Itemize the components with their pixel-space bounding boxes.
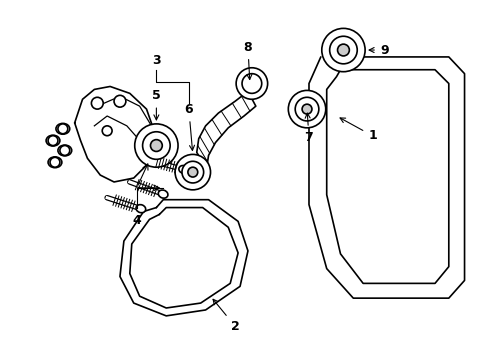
Text: 1: 1 xyxy=(339,118,376,142)
Circle shape xyxy=(329,36,357,64)
Circle shape xyxy=(302,104,311,114)
Circle shape xyxy=(182,161,203,183)
Circle shape xyxy=(58,124,68,134)
Ellipse shape xyxy=(58,145,72,156)
Ellipse shape xyxy=(46,135,60,146)
Text: 2: 2 xyxy=(213,299,239,333)
Circle shape xyxy=(91,97,103,109)
Text: 8: 8 xyxy=(243,41,252,80)
Text: 6: 6 xyxy=(184,103,194,150)
Ellipse shape xyxy=(136,204,145,213)
Ellipse shape xyxy=(179,166,188,174)
Circle shape xyxy=(187,167,197,177)
Circle shape xyxy=(337,44,348,56)
Text: 5: 5 xyxy=(152,89,161,120)
Circle shape xyxy=(135,124,178,167)
Text: 3: 3 xyxy=(152,54,161,67)
Circle shape xyxy=(288,90,325,128)
Ellipse shape xyxy=(48,157,62,168)
Text: 4: 4 xyxy=(132,215,141,228)
Circle shape xyxy=(242,74,261,93)
Circle shape xyxy=(48,136,58,145)
Text: 7: 7 xyxy=(304,113,313,144)
Circle shape xyxy=(236,68,267,99)
Circle shape xyxy=(102,126,112,136)
Circle shape xyxy=(114,95,125,107)
Circle shape xyxy=(175,154,210,190)
Circle shape xyxy=(150,140,162,152)
Text: 9: 9 xyxy=(368,44,387,57)
Polygon shape xyxy=(75,86,156,182)
Ellipse shape xyxy=(158,190,167,198)
Circle shape xyxy=(142,132,170,159)
Circle shape xyxy=(60,145,70,156)
Circle shape xyxy=(50,157,60,167)
Polygon shape xyxy=(196,91,255,168)
Ellipse shape xyxy=(56,123,70,134)
Circle shape xyxy=(321,28,365,72)
Circle shape xyxy=(295,97,318,121)
